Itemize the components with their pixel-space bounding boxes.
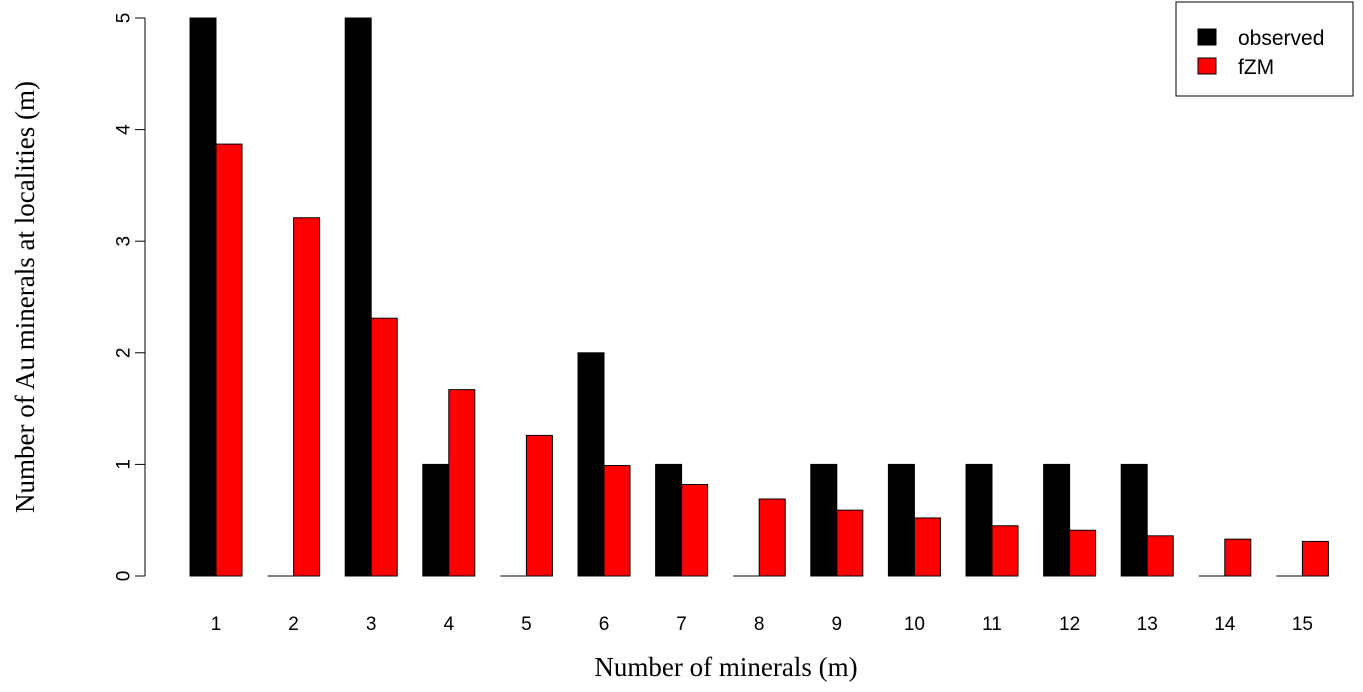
x-tick-label: 6 (599, 614, 610, 635)
bar-observed-11 (965, 463, 993, 577)
legend: observed fZM (1175, 1, 1354, 97)
x-tick-label: 14 (1214, 614, 1236, 635)
y-tick-label: 5 (114, 13, 135, 24)
x-tick-label: 8 (754, 614, 765, 635)
bar-observed-10 (887, 463, 915, 577)
bar-fZM-11 (991, 525, 1019, 577)
bar-fZM-2 (293, 217, 321, 577)
legend-label-observed: observed (1238, 27, 1324, 50)
bar-fZM-1 (215, 143, 243, 577)
bar-fZM-6 (603, 465, 631, 577)
bar-observed-12 (1043, 463, 1071, 577)
x-tick-label: 5 (521, 614, 532, 635)
y-tick-label: 4 (114, 124, 135, 135)
y-tick-label: 1 (114, 459, 135, 470)
bar-observed-13 (1120, 463, 1148, 577)
bar-fZM-12 (1069, 529, 1097, 577)
bar-fZM-7 (681, 483, 709, 577)
bar-fZM-10 (913, 517, 941, 577)
bar-observed-3 (344, 17, 372, 577)
x-tick-label: 9 (832, 614, 843, 635)
legend-swatch-observed (1197, 28, 1217, 46)
y-axis: 0 1 2 3 4 5 (114, 13, 146, 582)
bar-observed-9 (810, 463, 838, 577)
y-axis-title: Number of Au minerals at localities (m) (10, 81, 40, 513)
x-tick-label: 4 (444, 614, 455, 635)
x-tick-label: 11 (982, 614, 1002, 635)
x-tick-label: 1 (211, 614, 222, 635)
bars (189, 17, 1329, 577)
bar-fZM-13 (1146, 535, 1174, 577)
bar-fZM-8 (758, 498, 786, 577)
bar-observed-4 (422, 463, 450, 577)
bar-fZM-4 (448, 389, 476, 577)
y-tick-label: 3 (114, 236, 135, 247)
bar-fZM-9 (836, 509, 864, 577)
bar-fZM-14 (1224, 538, 1252, 577)
y-tick-label: 2 (114, 348, 135, 359)
bar-fZM-15 (1301, 540, 1329, 577)
x-tick-label: 7 (676, 614, 687, 635)
x-axis-title: Number of minerals (m) (594, 652, 857, 682)
x-tick-label: 13 (1137, 614, 1158, 635)
y-tick-label: 0 (114, 571, 135, 582)
x-tick-labels: 1 2 3 4 5 6 7 8 9 10 11 12 13 14 15 (211, 614, 1313, 635)
bar-fZM-3 (370, 317, 398, 577)
x-tick-label: 15 (1292, 614, 1313, 635)
x-tick-label: 10 (904, 614, 925, 635)
legend-swatch-fZM (1197, 57, 1217, 75)
legend-label-fZM: fZM (1238, 56, 1274, 79)
bar-fZM-5 (525, 434, 553, 577)
bar-observed-1 (189, 17, 217, 577)
legend-box (1175, 1, 1354, 97)
bar-observed-7 (655, 463, 683, 577)
bar-observed-6 (577, 352, 605, 577)
x-tick-label: 2 (288, 614, 299, 635)
x-tick-label: 12 (1059, 614, 1080, 635)
x-tick-label: 3 (366, 614, 377, 635)
